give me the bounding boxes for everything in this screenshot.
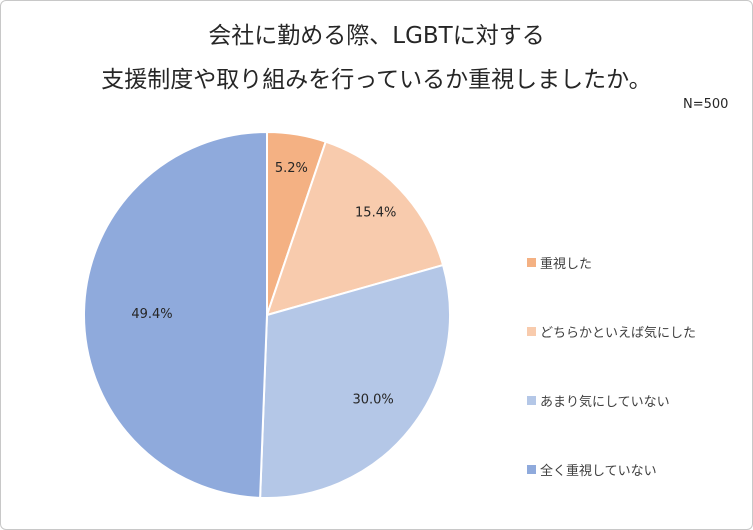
legend-swatch <box>527 327 536 336</box>
pie-slice <box>83 130 268 499</box>
slice-value-label: 30.0% <box>352 392 393 407</box>
legend-label: あまり気にしていない <box>540 395 670 410</box>
legend-swatch <box>527 465 536 474</box>
legend-item: あまり気にしていない <box>527 391 670 410</box>
legend-swatch <box>527 258 536 267</box>
legend-label: どちらかといえば気にした <box>540 326 697 341</box>
legend-item: 全く重視していない <box>527 460 657 479</box>
slice-value-label: 5.2% <box>275 161 308 176</box>
sample-size-label: N=500 <box>683 97 729 112</box>
pie-slice <box>265 140 445 317</box>
legend-item: 重視した <box>527 253 592 272</box>
chart-title-line2: 支援制度や取り組みを行っているか重視しましたか。 <box>101 67 652 93</box>
legend-label: 重視した <box>540 257 593 272</box>
legend-swatch <box>527 396 536 405</box>
chart-title-line1: 会社に勤める際、LGBTに対する <box>208 23 545 49</box>
slice-value-label: 49.4% <box>131 307 172 322</box>
pie-slice <box>259 263 451 499</box>
legend-item: どちらかといえば気にした <box>527 322 696 341</box>
slice-value-label: 15.4% <box>355 206 396 221</box>
legend-label: 全く重視していない <box>540 464 657 479</box>
